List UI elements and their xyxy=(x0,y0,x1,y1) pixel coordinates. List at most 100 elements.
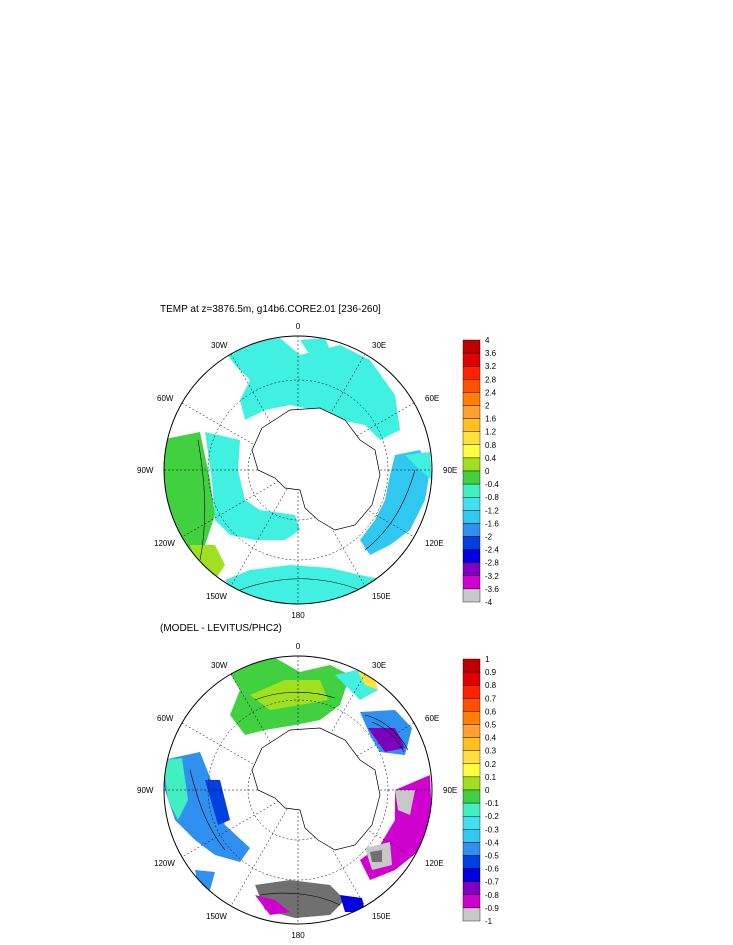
lon-label-60e: 60E xyxy=(425,714,439,723)
colorbar-tick-label: -1.6 xyxy=(485,519,499,528)
lon-label-30e: 30E xyxy=(372,661,386,670)
lon-label-90w: 90W xyxy=(137,786,154,795)
colorbar-tick-label: -3.6 xyxy=(485,585,499,594)
colorbar-swatch xyxy=(462,379,481,393)
lon-label-90w: 90W xyxy=(137,466,154,475)
colorbar-tick-label: 0.3 xyxy=(485,747,497,756)
colorbar-tick-label: 0.4 xyxy=(485,734,497,743)
colorbar-tick-label: 1.6 xyxy=(485,415,497,424)
colorbar-tick-label: -1.2 xyxy=(485,506,499,515)
colorbar-swatch xyxy=(462,724,481,738)
colorbar-tick-label: -0.9 xyxy=(485,904,499,913)
colorbar-swatch xyxy=(462,802,481,817)
colorbar-swatch xyxy=(462,776,481,791)
colorbar-tick-label: -0.4 xyxy=(485,838,499,847)
colorbar-swatch xyxy=(462,763,481,778)
lon-label-120w: 120W xyxy=(154,539,175,548)
colorbar-tick-label: -2.4 xyxy=(485,546,499,555)
colorbar-swatch xyxy=(462,405,481,419)
colorbar-tick-label: -0.6 xyxy=(485,865,499,874)
colorbar-swatch xyxy=(462,855,481,869)
lon-label-90e: 90E xyxy=(443,466,457,475)
lon-label-120e: 120E xyxy=(425,859,444,868)
lon-label-120e: 120E xyxy=(425,539,444,548)
lon-label-150e: 150E xyxy=(372,592,391,601)
colorbar-swatch xyxy=(462,470,481,485)
colorbar-swatch xyxy=(462,881,481,896)
colorbar-tick-label: 0.8 xyxy=(485,681,497,690)
panel-2-colorbar: 1 0.9 0.8 0.7 0.6 0.5 0.4 0.3 0.2 0.1 0 -0.1 -0.2 -0.… xyxy=(462,655,499,926)
colorbar-tick-label: 0.7 xyxy=(485,694,497,703)
colorbar-tick-label: 0.1 xyxy=(485,773,497,782)
colorbar-swatch xyxy=(462,829,481,843)
colorbar-tick-label: 2.4 xyxy=(485,388,497,397)
colorbar-swatch xyxy=(462,510,481,524)
colorbar-tick-label: 4 xyxy=(485,336,490,345)
colorbar-swatch xyxy=(462,523,481,537)
colorbar-swatch xyxy=(462,685,481,699)
panel-1-fill-field xyxy=(164,338,432,604)
colorbar-swatch xyxy=(462,868,481,882)
colorbar-tick-label: -0.5 xyxy=(485,852,499,861)
panel-1-map: 0 30E 60E 90E 120E 150E 180 150W 120W 90… xyxy=(137,322,457,620)
colorbar-swatch xyxy=(462,536,481,550)
colorbar-tick-label: 2.8 xyxy=(485,375,497,384)
lon-label-90e: 90E xyxy=(443,786,457,795)
panel-1-title: TEMP at z=3876.5m, g14b6.CORE2.01 [236-2… xyxy=(160,304,381,315)
colorbar-tick-label: 0.5 xyxy=(485,721,497,730)
lon-label-60e: 60E xyxy=(425,394,439,403)
colorbar-swatch xyxy=(462,750,481,765)
colorbar-swatch xyxy=(462,816,481,830)
colorbar-tick-label: 0.6 xyxy=(485,707,497,716)
lon-label-60w: 60W xyxy=(157,394,174,403)
colorbar-tick-label: -0.2 xyxy=(485,812,499,821)
lon-label-30w: 30W xyxy=(211,341,228,350)
lon-label-30w: 30W xyxy=(211,661,228,670)
colorbar-tick-label: -2.8 xyxy=(485,559,499,568)
lon-label-150w: 150W xyxy=(206,592,227,601)
colorbar-tick-label: -4 xyxy=(485,598,493,607)
lon-label-0: 0 xyxy=(296,642,301,651)
colorbar-tick-label: 0.2 xyxy=(485,760,497,769)
colorbar-swatch xyxy=(462,483,481,498)
colorbar-swatch xyxy=(462,497,481,511)
panel-2-map: 0 30E 60E 90E 120E 150E 180 150W 120W 90… xyxy=(137,642,457,940)
colorbar-tick-label: -0.7 xyxy=(485,878,499,887)
colorbar-tick-label: 0 xyxy=(485,467,490,476)
colorbar-tick-label: -1 xyxy=(485,917,493,926)
colorbar-tick-label: 0.8 xyxy=(485,441,497,450)
colorbar-tick-label: 0.4 xyxy=(485,454,497,463)
panel-2-fill-field xyxy=(164,656,432,918)
panel-2-title: (MODEL - LEVITUS/PHC2) xyxy=(160,623,282,634)
lon-label-60w: 60W xyxy=(157,714,174,723)
lon-label-0: 0 xyxy=(296,322,301,331)
colorbar-tick-label: 2 xyxy=(485,402,490,411)
colorbar-swatch xyxy=(462,698,481,712)
colorbar-tick-label: -0.1 xyxy=(485,799,499,808)
colorbar-swatch xyxy=(462,894,481,909)
lon-label-150w: 150W xyxy=(206,912,227,921)
lon-label-180: 180 xyxy=(291,611,305,620)
colorbar-swatch xyxy=(462,907,481,922)
colorbar-swatch xyxy=(462,842,481,856)
antarctica-outline-2 xyxy=(251,727,381,851)
colorbar-tick-label: -0.4 xyxy=(485,480,499,489)
colorbar-swatch xyxy=(462,444,481,459)
colorbar-swatch xyxy=(462,711,481,725)
colorbar-tick-label: 0.9 xyxy=(485,668,497,677)
colorbar-swatch xyxy=(462,671,481,686)
colorbar-swatch xyxy=(462,352,481,367)
lon-label-120w: 120W xyxy=(154,859,175,868)
colorbar-swatch xyxy=(462,457,481,472)
colorbar-tick-label: -0.3 xyxy=(485,825,499,834)
colorbar-swatch xyxy=(462,562,481,577)
colorbar-swatch xyxy=(462,431,481,446)
colorbar-tick-label: 3.6 xyxy=(485,349,497,358)
colorbar-swatch xyxy=(462,575,481,590)
colorbar-swatch xyxy=(462,789,481,804)
colorbar-swatch xyxy=(462,366,481,380)
panel-1-colorbar: 4 3.6 3.2 2.8 2.4 2 1.6 1.2 0.8 0.4 0 -0.4 -0.8 -1.2 -… xyxy=(462,336,499,607)
lon-label-30e: 30E xyxy=(372,341,386,350)
colorbar-swatch xyxy=(462,392,481,406)
